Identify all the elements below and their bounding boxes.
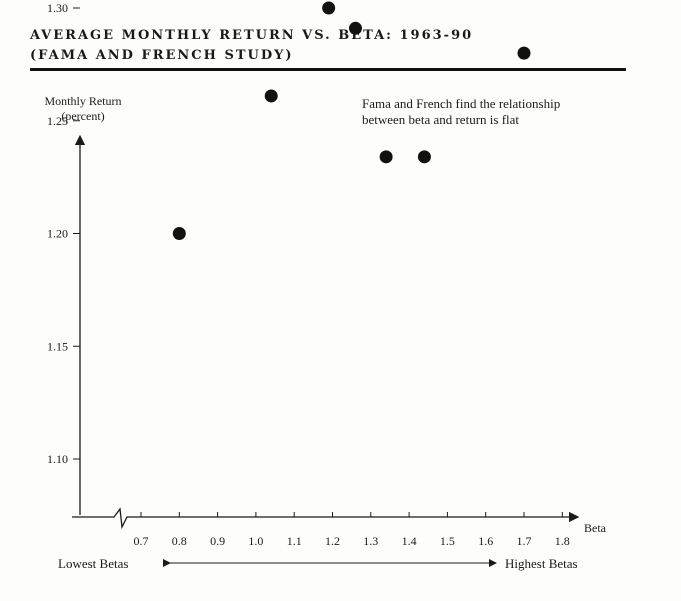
x-tick-label: 0.8 [172, 534, 187, 548]
data-point [517, 46, 531, 60]
data-point [348, 21, 362, 35]
data-point [417, 150, 431, 164]
x-tick-label: 1.7 [517, 534, 532, 548]
x-tick-label: 1.0 [248, 534, 263, 548]
x-tick-label: 0.7 [134, 534, 149, 548]
y-axis-label-line2: (percent) [61, 109, 104, 123]
data-point [264, 89, 278, 103]
x-axis-label: Beta [584, 521, 607, 535]
x-tick-label: 1.3 [363, 534, 378, 548]
y-tick-label: 1.25 [47, 114, 68, 128]
data-point [322, 1, 336, 15]
x-tick-label: 1.8 [555, 534, 570, 548]
x-tick-label: 1.4 [402, 534, 417, 548]
annotation-line2: between beta and return is flat [362, 112, 519, 127]
data-point [172, 227, 186, 240]
chart-subtitle: (FAMA AND FRENCH STUDY) [30, 48, 294, 63]
title-rule [30, 68, 626, 71]
data-point [379, 150, 393, 164]
y-tick-label: 1.30 [47, 1, 68, 15]
y-axis-label-line1: Monthly Return [45, 94, 122, 108]
x-tick-label: 0.9 [210, 534, 225, 548]
points-layer [172, 1, 531, 240]
x-tick-label: 1.2 [325, 534, 340, 548]
highest-betas-label: Highest Betas [505, 556, 578, 571]
y-tick-label: 1.10 [47, 452, 68, 466]
x-tick-label: 1.1 [287, 534, 302, 548]
lowest-betas-label: Lowest Betas [58, 556, 128, 571]
x-tick-label: 1.6 [478, 534, 493, 548]
annotation-line1: Fama and French find the relationship [362, 96, 560, 111]
ticks-layer: 0.7 0.8 0.9 1.0 1.1 1.2 1.3 1.4 1.5 1.6 1.7 1.8 1.10… [47, 1, 570, 548]
x-tick-label: 1.5 [440, 534, 455, 548]
y-tick-label: 1.20 [47, 227, 68, 241]
x-axis [72, 507, 580, 530]
y-tick-label: 1.15 [47, 339, 68, 353]
